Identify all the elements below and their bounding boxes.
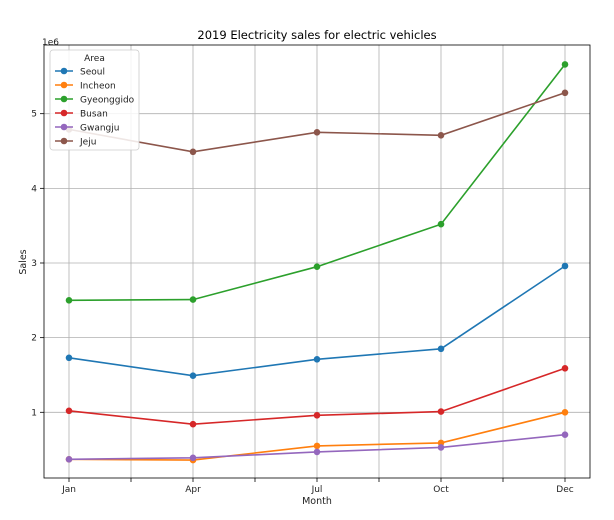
y-tick-label: 1 (31, 408, 37, 418)
data-point-incheon (313, 442, 321, 450)
data-point-jeju (189, 148, 197, 156)
legend-box (49, 49, 140, 151)
series-busan (65, 365, 569, 428)
data-point-busan (313, 412, 321, 419)
series-gyeonggido (65, 61, 569, 304)
legend-marker (60, 109, 68, 117)
x-tick-label: Oct (433, 485, 449, 495)
data-point-busan (189, 420, 197, 428)
data-point-gyeonggido (437, 220, 445, 228)
chart-title: 2019 Electricity sales for electric vehi… (197, 28, 436, 42)
series-seoul (65, 262, 569, 380)
data-point-seoul (313, 356, 321, 363)
legend-title: Area (84, 54, 105, 64)
legend-marker (60, 137, 68, 145)
y-tick-label: 5 (31, 110, 37, 120)
x-axis: Jan Apr Jul Oct Dec (61, 478, 574, 495)
data-point-gwangju (189, 454, 197, 462)
data-point-gyeonggido (313, 263, 321, 271)
legend-label: Busan (80, 110, 108, 120)
legend-item-seoul: Seoul (55, 68, 105, 78)
data-point-gwangju (313, 448, 321, 456)
legend-marker (60, 81, 68, 89)
legend-label: Incheon (80, 82, 116, 92)
legend-item-gwangju: Gwangju (55, 124, 119, 134)
legend-item-gyeonggido: Gyeonggido (55, 96, 135, 106)
y-tick-label: 2 (31, 334, 37, 344)
legend: Area Seoul Incheon Gyeonggido Busan Gwangju J… (49, 49, 140, 151)
legend-marker (60, 123, 68, 131)
legend-marker (60, 95, 68, 103)
data-point-busan (65, 407, 73, 415)
legend-item-busan: Busan (55, 110, 108, 120)
x-tick-label: Jan (61, 485, 76, 495)
data-point-incheon (561, 409, 569, 416)
legend-item-incheon: Incheon (55, 82, 116, 92)
x-tick-label: Jul (311, 485, 323, 495)
data-point-seoul (65, 354, 73, 362)
x-tick-label: Dec (556, 485, 573, 495)
legend-marker (60, 67, 68, 75)
y-axis: 1 2 3 4 5 (31, 110, 44, 418)
y-tick-label: 3 (31, 259, 37, 269)
x-axis-label: Month (302, 496, 332, 507)
legend-item-jeju: Jeju (55, 138, 96, 148)
data-point-gwangju (65, 456, 73, 463)
data-point-jeju (561, 89, 569, 97)
data-point-gyeonggido (65, 297, 73, 304)
data-point-gwangju (561, 431, 569, 439)
legend-label: Jeju (79, 138, 96, 148)
data-point-seoul (561, 262, 569, 270)
data-point-jeju (313, 129, 321, 136)
series-group (65, 61, 569, 464)
y-axis-label: Sales (18, 249, 29, 274)
data-point-seoul (437, 345, 445, 353)
data-point-busan (561, 365, 569, 372)
series-jeju (65, 89, 569, 156)
x-tick-label: Apr (185, 485, 201, 495)
legend-label: Gyeonggido (80, 96, 135, 106)
data-point-jeju (437, 132, 445, 139)
series-gwangju (65, 431, 569, 463)
data-point-busan (437, 408, 445, 415)
data-point-gyeonggido (561, 61, 569, 68)
y-offset-label: 1e6 (42, 38, 59, 48)
data-point-gwangju (437, 444, 445, 451)
legend-label: Gwangju (80, 124, 119, 134)
data-point-gyeonggido (189, 296, 197, 303)
legend-label: Seoul (80, 68, 105, 78)
y-tick-label: 4 (31, 184, 37, 194)
data-point-seoul (189, 372, 197, 380)
